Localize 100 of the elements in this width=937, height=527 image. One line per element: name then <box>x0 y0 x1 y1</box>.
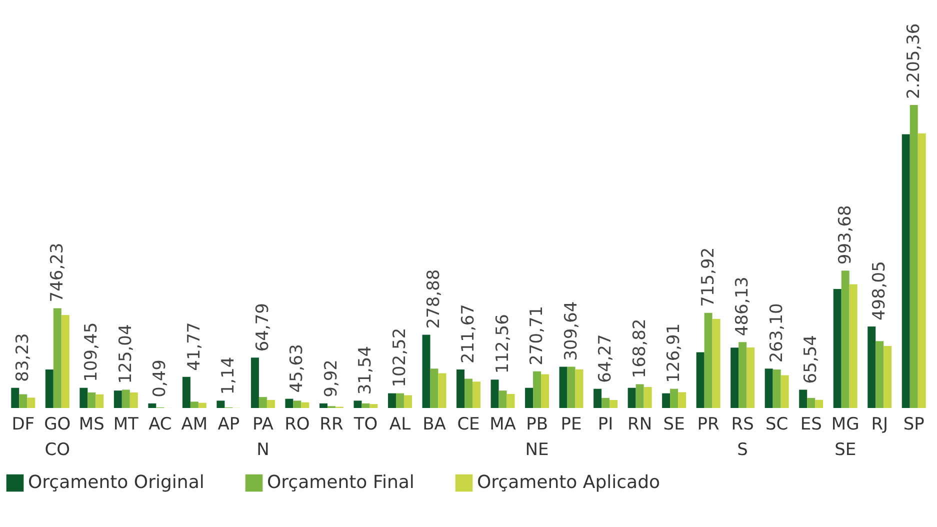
bar <box>678 392 686 408</box>
x-tick-label: PA <box>252 414 274 434</box>
bar <box>285 398 294 408</box>
bar <box>27 398 36 408</box>
data-label: 126,91 <box>664 323 684 383</box>
data-label: 65,54 <box>801 335 822 384</box>
bar <box>148 403 156 408</box>
x-tick-label: AC <box>148 414 172 434</box>
bar <box>404 395 412 408</box>
bar <box>670 388 678 408</box>
x-tick-label: RO <box>284 414 310 434</box>
x-tick-label: PB <box>526 414 548 434</box>
bar <box>780 375 789 408</box>
data-label: 83,23 <box>13 333 34 382</box>
bar <box>362 403 370 408</box>
data-label: 1,14 <box>218 356 239 395</box>
x-tick-label: PE <box>560 414 582 434</box>
data-label: 278,88 <box>424 269 444 329</box>
bar <box>319 403 328 408</box>
data-label: 746,23 <box>47 242 68 302</box>
text: SE <box>834 440 856 460</box>
bar <box>266 400 275 408</box>
bar <box>422 334 430 408</box>
bar <box>704 312 712 408</box>
bar <box>602 398 610 408</box>
bar <box>902 134 910 408</box>
bar <box>506 394 515 408</box>
bar <box>610 400 618 408</box>
x-tick-label: RR <box>320 414 344 434</box>
x-tick-label: RJ <box>871 414 888 434</box>
data-label: 168,82 <box>630 318 650 378</box>
x-tick-label: GO <box>44 414 71 434</box>
bar <box>815 400 824 408</box>
bar <box>799 390 808 408</box>
bar <box>182 376 190 408</box>
x-tick-label: RS <box>731 414 754 434</box>
bar <box>910 104 918 408</box>
x-tick-label: ES <box>800 414 822 434</box>
bar <box>301 402 310 408</box>
bar <box>114 390 122 408</box>
bar <box>396 393 404 408</box>
bar <box>370 404 378 408</box>
bar <box>45 370 54 408</box>
bar <box>594 388 602 408</box>
bar <box>884 346 892 408</box>
data-label: 112,56 <box>492 314 513 374</box>
data-label: 9,92 <box>321 360 342 398</box>
x-tick-label: AP <box>218 414 240 434</box>
data-label: 263,10 <box>766 303 787 363</box>
x-tick-label: MT <box>113 414 140 434</box>
bar <box>559 366 568 408</box>
data-label: 715,92 <box>698 247 718 307</box>
data-label: 31,54 <box>356 346 376 395</box>
bar <box>456 370 465 408</box>
text: CO <box>44 440 70 460</box>
bar <box>738 342 747 408</box>
bar <box>628 388 636 408</box>
bar <box>849 284 858 408</box>
text: NE <box>525 440 549 460</box>
x-tick-label: RN <box>628 414 652 434</box>
x-tick-label: SP <box>903 414 924 434</box>
bar <box>567 366 576 408</box>
bar <box>533 371 542 408</box>
x-tick-label: TO <box>352 414 378 434</box>
bar <box>388 393 396 408</box>
x-tick-label: PI <box>598 414 614 434</box>
text: S <box>737 440 748 460</box>
data-label: 486,13 <box>732 276 753 336</box>
x-tick-label: PR <box>697 414 720 434</box>
text: N <box>256 440 270 460</box>
x-tick-label: MG <box>831 414 860 434</box>
bar <box>541 374 550 408</box>
bar <box>80 388 88 408</box>
data-label: 109,45 <box>82 322 102 382</box>
x-tick-label: BA <box>422 414 446 434</box>
data-label: 309,64 <box>561 301 582 361</box>
bar <box>250 358 259 408</box>
bar <box>498 390 507 408</box>
x-tick-label: AM <box>181 414 208 434</box>
data-label: 0,49 <box>150 360 170 398</box>
bar <box>876 341 884 408</box>
x-tick-label: MA <box>490 414 516 434</box>
bar <box>354 400 362 408</box>
bar <box>438 373 446 408</box>
bar <box>868 326 876 408</box>
bar <box>430 368 438 408</box>
bar <box>61 315 70 408</box>
data-label: 45,63 <box>287 344 308 393</box>
bar <box>53 308 62 408</box>
bar <box>764 368 773 408</box>
bar <box>730 348 739 408</box>
bar <box>807 398 816 408</box>
data-label: 64,27 <box>596 334 616 383</box>
x-tick-label: DF <box>12 414 35 434</box>
data-label: 498,05 <box>870 261 890 321</box>
bar <box>258 397 267 408</box>
bar <box>96 394 104 408</box>
bar <box>918 133 926 408</box>
bar <box>662 393 670 408</box>
bar <box>575 369 584 408</box>
